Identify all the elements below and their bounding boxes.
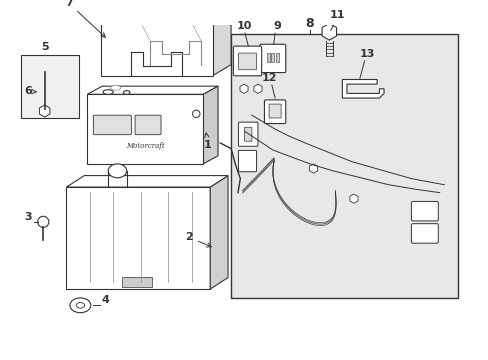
- Text: 5: 5: [41, 42, 48, 52]
- Polygon shape: [342, 80, 383, 98]
- Text: 13: 13: [359, 49, 375, 59]
- Polygon shape: [87, 86, 218, 94]
- Text: 7: 7: [65, 0, 105, 37]
- FancyBboxPatch shape: [259, 44, 285, 73]
- Text: Motorcraft: Motorcraft: [125, 141, 164, 150]
- Bar: [266, 53, 269, 62]
- Text: 6: 6: [24, 86, 36, 96]
- Text: 10: 10: [236, 22, 251, 31]
- Bar: [275, 53, 278, 62]
- Ellipse shape: [110, 86, 121, 90]
- Ellipse shape: [123, 91, 130, 94]
- Text: 4: 4: [101, 295, 109, 305]
- Ellipse shape: [108, 164, 126, 178]
- Bar: [271, 53, 274, 62]
- FancyBboxPatch shape: [264, 100, 285, 123]
- Bar: [231, 34, 457, 298]
- FancyBboxPatch shape: [233, 46, 261, 76]
- Text: 8: 8: [305, 17, 314, 30]
- Bar: [122, 276, 152, 287]
- FancyBboxPatch shape: [93, 115, 131, 135]
- Bar: [21, 55, 79, 117]
- FancyBboxPatch shape: [410, 202, 437, 221]
- Text: 2: 2: [185, 233, 211, 247]
- Polygon shape: [66, 187, 210, 289]
- Bar: [87, 94, 203, 164]
- Ellipse shape: [76, 302, 84, 308]
- Text: 1: 1: [203, 133, 211, 150]
- Polygon shape: [203, 86, 218, 164]
- Polygon shape: [66, 176, 227, 187]
- FancyBboxPatch shape: [238, 122, 257, 146]
- Text: 12: 12: [261, 73, 276, 84]
- Polygon shape: [101, 0, 231, 4]
- Ellipse shape: [70, 298, 91, 313]
- Polygon shape: [210, 176, 227, 289]
- Text: 11: 11: [329, 10, 345, 20]
- Polygon shape: [101, 4, 212, 76]
- Text: 3: 3: [24, 212, 32, 221]
- Text: 9: 9: [273, 22, 281, 31]
- FancyBboxPatch shape: [135, 115, 161, 135]
- Circle shape: [38, 216, 49, 228]
- Polygon shape: [212, 0, 231, 76]
- FancyBboxPatch shape: [238, 150, 256, 172]
- Circle shape: [192, 110, 200, 117]
- FancyBboxPatch shape: [238, 53, 256, 70]
- FancyBboxPatch shape: [244, 127, 251, 141]
- Ellipse shape: [103, 90, 113, 94]
- FancyBboxPatch shape: [410, 224, 437, 243]
- FancyBboxPatch shape: [268, 104, 281, 118]
